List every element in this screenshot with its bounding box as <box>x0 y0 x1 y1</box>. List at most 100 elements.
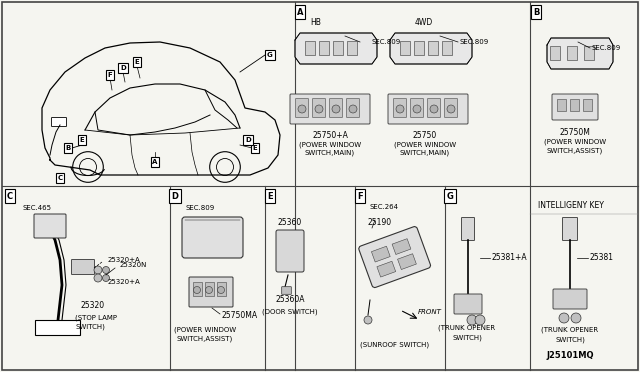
Circle shape <box>364 316 372 324</box>
Circle shape <box>475 315 485 325</box>
Bar <box>347 41 357 55</box>
Bar <box>371 246 390 262</box>
Text: FRONT: FRONT <box>418 309 442 315</box>
Text: E: E <box>79 137 84 143</box>
FancyBboxPatch shape <box>51 118 67 126</box>
Text: (TRUNK OPENER: (TRUNK OPENER <box>541 327 598 333</box>
Text: G: G <box>267 52 273 58</box>
Text: 25320N: 25320N <box>120 262 147 268</box>
Text: INTELLIGENY KEY: INTELLIGENY KEY <box>538 201 604 209</box>
Bar <box>319 41 329 55</box>
Text: SWITCH,ASSIST): SWITCH,ASSIST) <box>547 148 603 154</box>
Bar <box>567 46 577 60</box>
Circle shape <box>396 105 404 113</box>
Bar <box>442 41 452 55</box>
Circle shape <box>413 105 421 113</box>
Text: 25320+A: 25320+A <box>108 279 141 285</box>
Text: SEC.465: SEC.465 <box>22 205 51 211</box>
Circle shape <box>298 105 306 113</box>
Text: A: A <box>152 159 157 165</box>
Circle shape <box>94 274 102 282</box>
Bar <box>400 41 410 55</box>
FancyBboxPatch shape <box>394 99 406 118</box>
Text: (POWER WINDOW: (POWER WINDOW <box>544 139 606 145</box>
Bar <box>193 282 202 296</box>
Text: B: B <box>65 145 70 151</box>
FancyBboxPatch shape <box>388 94 468 124</box>
Circle shape <box>205 286 212 294</box>
Bar <box>305 41 315 55</box>
Text: 25750MA: 25750MA <box>222 311 258 321</box>
Text: 25320+A: 25320+A <box>108 257 141 263</box>
FancyBboxPatch shape <box>312 99 326 118</box>
Circle shape <box>349 105 357 113</box>
Text: SEC.809: SEC.809 <box>592 45 621 51</box>
Text: HB: HB <box>310 17 321 26</box>
Text: SWITCH,MAIN): SWITCH,MAIN) <box>400 150 450 156</box>
Bar <box>333 41 343 55</box>
Bar <box>557 99 566 111</box>
Bar <box>584 46 594 60</box>
Text: D: D <box>172 192 179 201</box>
Circle shape <box>94 266 102 274</box>
Circle shape <box>571 313 581 323</box>
Polygon shape <box>390 33 472 64</box>
Text: D: D <box>120 65 126 71</box>
Bar <box>414 41 424 55</box>
Text: 25750M: 25750M <box>559 128 591 137</box>
Circle shape <box>430 105 438 113</box>
FancyBboxPatch shape <box>189 277 233 307</box>
FancyBboxPatch shape <box>454 294 482 314</box>
FancyBboxPatch shape <box>552 94 598 120</box>
Text: C: C <box>7 192 13 201</box>
Text: D: D <box>245 137 251 143</box>
Text: E: E <box>134 59 140 65</box>
Text: SEC.264: SEC.264 <box>370 204 399 210</box>
Text: 25360: 25360 <box>278 218 302 227</box>
FancyBboxPatch shape <box>182 217 243 258</box>
FancyBboxPatch shape <box>428 99 440 118</box>
Text: (STOP LAMP: (STOP LAMP <box>75 315 117 321</box>
Text: SEC.809: SEC.809 <box>460 39 489 45</box>
Text: 25381: 25381 <box>590 253 614 263</box>
Bar <box>583 99 592 111</box>
FancyBboxPatch shape <box>282 287 291 294</box>
FancyBboxPatch shape <box>563 218 577 241</box>
Bar <box>217 282 226 296</box>
FancyBboxPatch shape <box>445 99 458 118</box>
FancyBboxPatch shape <box>330 99 342 118</box>
Text: C: C <box>58 175 63 181</box>
FancyBboxPatch shape <box>359 227 431 288</box>
Text: SWITCH): SWITCH) <box>75 324 105 330</box>
Text: (DOOR SWITCH): (DOOR SWITCH) <box>262 309 318 315</box>
Text: SWITCH,ASSIST): SWITCH,ASSIST) <box>177 336 233 342</box>
FancyBboxPatch shape <box>290 94 370 124</box>
Text: 25750: 25750 <box>413 131 437 140</box>
Text: G: G <box>447 192 453 201</box>
Text: (POWER WINDOW: (POWER WINDOW <box>394 142 456 148</box>
Text: B: B <box>533 7 539 16</box>
Polygon shape <box>547 38 613 69</box>
Text: J25101MQ: J25101MQ <box>547 350 594 359</box>
FancyBboxPatch shape <box>34 214 66 238</box>
FancyBboxPatch shape <box>72 260 95 275</box>
Text: SWITCH): SWITCH) <box>452 335 482 341</box>
FancyBboxPatch shape <box>461 218 474 241</box>
Text: F: F <box>357 192 363 201</box>
Text: SEC.809: SEC.809 <box>372 39 401 45</box>
Text: F: F <box>108 72 113 78</box>
FancyBboxPatch shape <box>296 99 308 118</box>
FancyBboxPatch shape <box>346 99 360 118</box>
Bar <box>550 46 560 60</box>
Text: (SUNROOF SWITCH): (SUNROOF SWITCH) <box>360 342 429 348</box>
Bar <box>570 99 579 111</box>
Circle shape <box>218 286 225 294</box>
Text: E: E <box>267 192 273 201</box>
Text: A: A <box>297 7 303 16</box>
Circle shape <box>559 313 569 323</box>
FancyBboxPatch shape <box>276 230 304 272</box>
Text: 4WD: 4WD <box>415 17 433 26</box>
Text: (TRUNK OPENER: (TRUNK OPENER <box>438 325 495 331</box>
Text: SWITCH): SWITCH) <box>555 337 585 343</box>
Text: 25190: 25190 <box>368 218 392 227</box>
